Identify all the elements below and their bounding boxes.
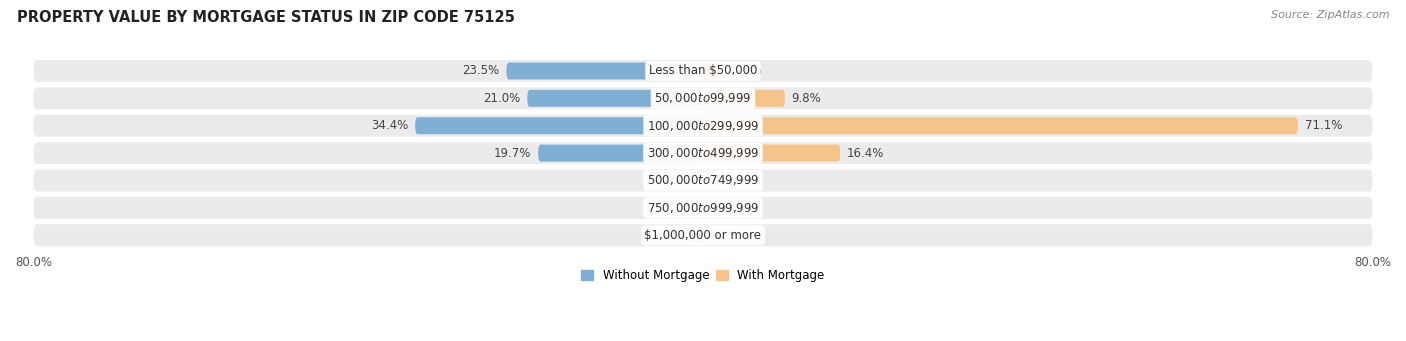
Text: 2.7%: 2.7% [733,64,762,77]
Text: $100,000 to $299,999: $100,000 to $299,999 [647,119,759,133]
Text: 19.7%: 19.7% [494,147,531,160]
Text: $500,000 to $749,999: $500,000 to $749,999 [647,174,759,188]
Text: $300,000 to $499,999: $300,000 to $499,999 [647,146,759,160]
Text: 71.1%: 71.1% [1305,119,1343,132]
Text: 16.4%: 16.4% [846,147,884,160]
FancyBboxPatch shape [34,87,1372,109]
Text: Source: ZipAtlas.com: Source: ZipAtlas.com [1271,10,1389,20]
Text: 0.0%: 0.0% [665,201,695,214]
FancyBboxPatch shape [34,169,1372,191]
FancyBboxPatch shape [34,142,1372,164]
Text: Less than $50,000: Less than $50,000 [648,64,758,77]
FancyBboxPatch shape [34,197,1372,219]
Text: 0.0%: 0.0% [665,174,695,187]
Text: $1,000,000 or more: $1,000,000 or more [644,229,762,242]
Text: 1.4%: 1.4% [655,229,685,242]
Legend: Without Mortgage, With Mortgage: Without Mortgage, With Mortgage [576,265,830,287]
FancyBboxPatch shape [703,62,725,79]
FancyBboxPatch shape [692,227,703,244]
Text: 0.0%: 0.0% [711,201,741,214]
FancyBboxPatch shape [506,62,703,79]
FancyBboxPatch shape [703,117,1298,134]
FancyBboxPatch shape [34,224,1372,246]
Text: $50,000 to $99,999: $50,000 to $99,999 [654,91,752,105]
FancyBboxPatch shape [34,115,1372,137]
Text: $750,000 to $999,999: $750,000 to $999,999 [647,201,759,215]
Text: 34.4%: 34.4% [371,119,408,132]
FancyBboxPatch shape [538,145,703,162]
Text: 23.5%: 23.5% [463,64,499,77]
FancyBboxPatch shape [703,90,785,107]
Text: 0.0%: 0.0% [711,174,741,187]
Text: 0.0%: 0.0% [711,229,741,242]
FancyBboxPatch shape [415,117,703,134]
Text: PROPERTY VALUE BY MORTGAGE STATUS IN ZIP CODE 75125: PROPERTY VALUE BY MORTGAGE STATUS IN ZIP… [17,10,515,25]
FancyBboxPatch shape [34,60,1372,82]
FancyBboxPatch shape [703,145,841,162]
FancyBboxPatch shape [527,90,703,107]
Text: 9.8%: 9.8% [792,92,821,105]
Text: 21.0%: 21.0% [484,92,520,105]
